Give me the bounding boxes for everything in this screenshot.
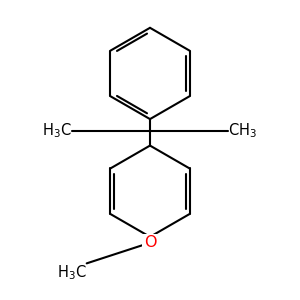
- Text: H$_3$C: H$_3$C: [57, 263, 87, 282]
- Text: O: O: [144, 235, 156, 250]
- Text: H$_3$C: H$_3$C: [42, 122, 72, 140]
- Text: CH$_3$: CH$_3$: [228, 122, 257, 140]
